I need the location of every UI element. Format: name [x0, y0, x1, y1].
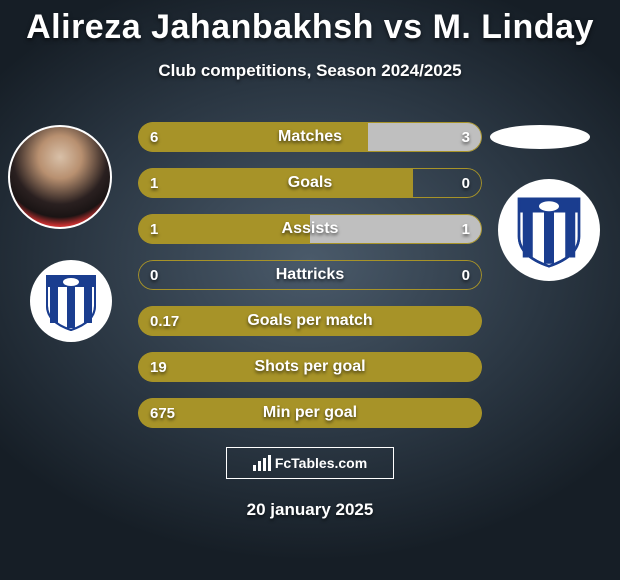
comparison-card: Alireza Jahanbakhsh vs M. Linday Club co… — [0, 0, 620, 580]
stat-row: 11Assists — [138, 214, 482, 244]
fctables-logo: FcTables.com — [226, 447, 394, 479]
page-title: Alireza Jahanbakhsh vs M. Linday — [0, 0, 620, 47]
stat-label: Goals — [138, 168, 482, 198]
stat-label: Min per goal — [138, 398, 482, 428]
bar-graph-icon — [253, 455, 271, 471]
heerenveen-shield-icon — [514, 191, 584, 269]
stats-container: 63Matches 10Goals 11Assists 00Hattricks 0.17… — [138, 122, 482, 444]
stat-row: 00Hattricks — [138, 260, 482, 290]
stat-row: 675Min per goal — [138, 398, 482, 428]
stat-label: Hattricks — [138, 260, 482, 290]
stat-row: 0.17Goals per match — [138, 306, 482, 336]
heerenveen-shield-icon — [43, 270, 99, 332]
stat-label: Matches — [138, 122, 482, 152]
player2-avatar — [490, 125, 590, 149]
date-text: 20 january 2025 — [0, 500, 620, 520]
player1-avatar — [8, 125, 112, 229]
player1-club-badge — [30, 260, 112, 342]
stat-row: 19Shots per goal — [138, 352, 482, 382]
logo-text: FcTables.com — [275, 455, 367, 471]
stat-row: 63Matches — [138, 122, 482, 152]
stat-label: Goals per match — [138, 306, 482, 336]
stat-row: 10Goals — [138, 168, 482, 198]
player2-club-badge — [498, 179, 600, 281]
subtitle: Club competitions, Season 2024/2025 — [0, 61, 620, 81]
stat-label: Shots per goal — [138, 352, 482, 382]
stat-label: Assists — [138, 214, 482, 244]
